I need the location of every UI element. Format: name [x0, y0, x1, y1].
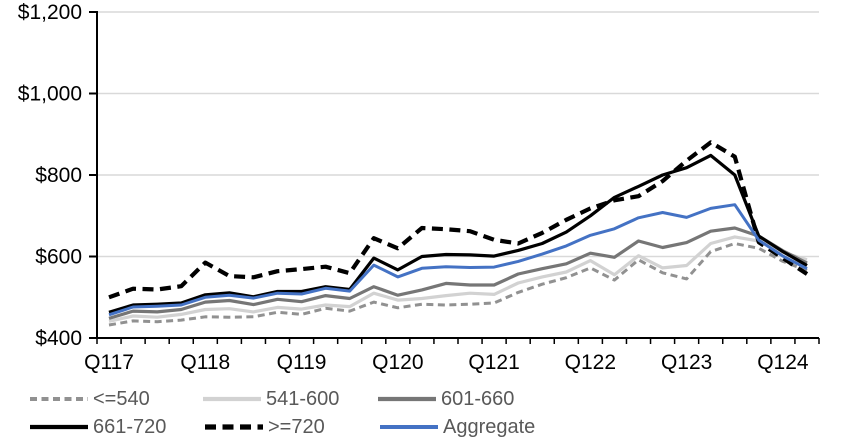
legend-label: 601-660 [441, 387, 515, 410]
series->=720-line [108, 140, 809, 300]
gridlines [97, 11, 819, 258]
x-tick-label: Q119 [277, 351, 327, 374]
legend-label: Aggregate [443, 415, 536, 438]
legend-label: >=720 [268, 415, 325, 438]
payment-trend-plot: $400 $600 $800 $1,000 $1,200 Q117 Q118 Q119 Q120… [18, 1, 820, 374]
y-tick-label: $400 [35, 327, 82, 350]
legend-swatch-<=540 [30, 397, 88, 401]
legend-label: 541-600 [266, 387, 340, 410]
legend-label: <=540 [93, 387, 150, 410]
x-tick-label: Q122 [565, 351, 616, 374]
x-tick-label: Q124 [757, 351, 809, 374]
series-601-660-line [108, 226, 808, 320]
x-axis-labels: Q117 Q118 Q119 Q120 Q121 Q122 Q123 Q124 [84, 351, 809, 374]
legend-swatch-601-660 [378, 396, 436, 402]
x-tick-label: Q120 [372, 351, 423, 374]
legend-item->=720: >=720 [205, 414, 325, 440]
legend-swatch-541-600 [203, 396, 261, 402]
legend-item-661-720: 661-720 [30, 414, 166, 440]
x-tick-label: Q123 [661, 351, 712, 374]
series-541-600-line [108, 235, 808, 323]
legend-item-Aggregate: Aggregate [380, 414, 535, 440]
legend-label: 661-720 [93, 415, 167, 438]
series-<=540-line [108, 242, 808, 327]
legend-swatch-Aggregate [380, 425, 438, 429]
series-661-720-line [108, 153, 808, 314]
y-tick-label: $800 [35, 164, 82, 187]
axes [89, 11, 820, 344]
chart-legend: <=540 541-600 601-660 661-720 >=720 Aggregate [0, 383, 852, 442]
legend-swatch->=720 [205, 424, 263, 430]
x-tick-label: Q121 [468, 351, 519, 374]
legend-item-541-600: 541-600 [203, 386, 339, 412]
y-tick-label: $1,000 [18, 83, 82, 106]
x-tick-label: Q117 [84, 351, 134, 374]
legend-item-601-660: 601-660 [378, 386, 514, 412]
x-tick-label: Q118 [180, 351, 230, 374]
y-tick-label: $600 [35, 246, 82, 269]
legend-item-<=540: <=540 [30, 386, 150, 412]
y-axis-labels: $400 $600 $800 $1,000 $1,200 [18, 1, 82, 350]
legend-swatch-661-720 [30, 424, 88, 430]
series-Aggregate-line [108, 203, 808, 317]
y-tick-label: $1,200 [18, 1, 82, 24]
